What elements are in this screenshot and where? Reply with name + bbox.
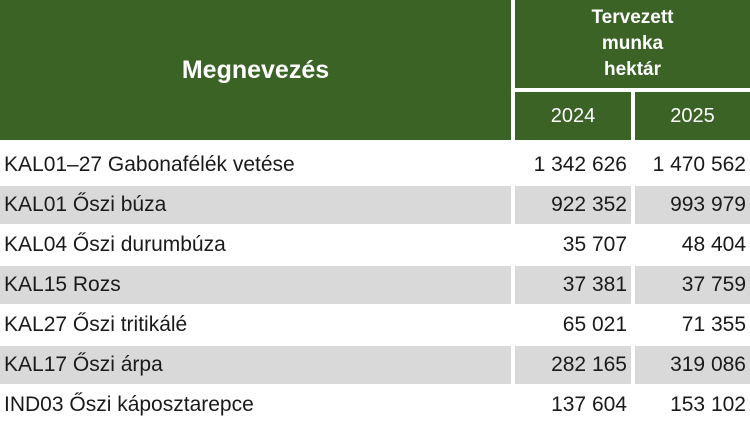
header-name: Megnevezés (0, 0, 511, 140)
row-value-2025: 153 102 (670, 393, 746, 416)
row-value-2024: 65 021 (562, 313, 627, 336)
row-value-2024: 1 342 626 (533, 153, 627, 176)
row-name: KAL01 Őszi búza (0, 186, 511, 224)
row-name: KAL04 Őszi durumbúza (4, 233, 226, 256)
table-row: KAL04 Őszi durumbúza 35 707 48 404 (0, 225, 750, 265)
row-value-2024: 282 165 (515, 346, 631, 384)
row-value-2025: 319 086 (635, 346, 750, 384)
table-row: KAL27 Őszi tritikálé 65 021 71 355 (0, 305, 750, 345)
table-row: KAL15 Rozs 37 381 37 759 (0, 265, 750, 305)
row-value-2025: 48 404 (681, 233, 746, 256)
row-value-2024: 37 381 (515, 266, 631, 304)
header-planned-work-hectare: Tervezett munka hektár (515, 0, 750, 88)
table-row: KAL01–27 Gabonafélék vetése 1 342 626 1 … (0, 145, 750, 185)
table-row: KAL17 Őszi árpa 282 165 319 086 (0, 345, 750, 385)
row-name: IND03 Őszi káposztarepce (4, 393, 254, 416)
header-year-2025: 2025 (635, 92, 750, 140)
row-value-2025: 71 355 (681, 313, 746, 336)
row-name: KAL15 Rozs (0, 266, 511, 304)
row-value-2024: 35 707 (562, 233, 627, 256)
row-value-2024: 922 352 (515, 186, 631, 224)
row-value-2025: 1 470 562 (652, 153, 746, 176)
row-value-2025: 37 759 (635, 266, 750, 304)
table-row: KAL01 Őszi búza 922 352 993 979 (0, 185, 750, 225)
header-year-2024: 2024 (515, 92, 631, 140)
row-value-2025: 993 979 (635, 186, 750, 224)
row-value-2024: 137 604 (551, 393, 627, 416)
row-name: KAL17 Őszi árpa (0, 346, 511, 384)
row-name: KAL27 Őszi tritikálé (4, 313, 188, 336)
table-row: IND03 Őszi káposztarepce 137 604 153 102 (0, 385, 750, 425)
row-name: KAL01–27 Gabonafélék vetése (4, 153, 295, 176)
